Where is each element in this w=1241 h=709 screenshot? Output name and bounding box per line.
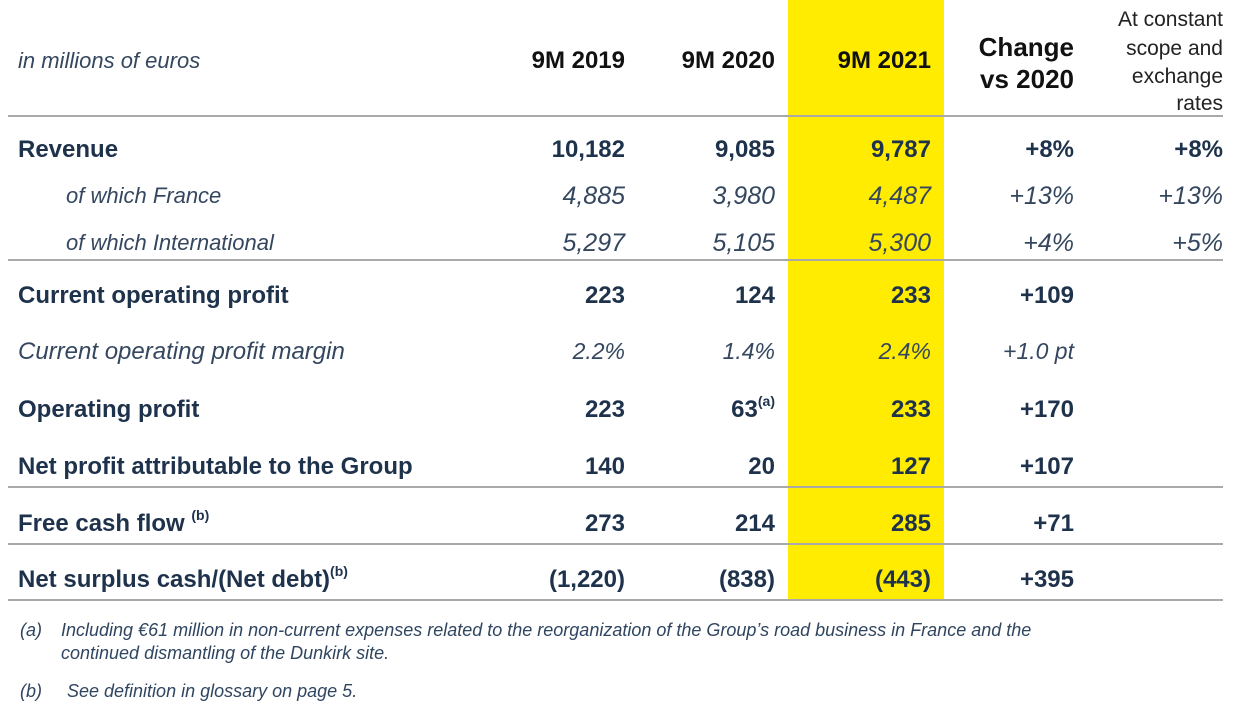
footnote-a-line2: continued dismantling of the Dunkirk sit…	[61, 643, 390, 663]
row-label-text: Net surplus cash/(Net debt)	[18, 566, 331, 593]
row-label: Net surplus cash/(Net debt)(b)	[18, 564, 348, 593]
cell-9m-2021: 285	[890, 510, 931, 537]
cell-9m-2020: (838)	[718, 566, 775, 593]
unit-label: in millions of euros	[18, 48, 201, 73]
row-label: Net profit attributable to the Group	[18, 453, 413, 480]
cell-change: +8%	[1025, 136, 1074, 163]
column-header-9m-2020: 9M 2020	[681, 47, 775, 74]
cell-9m-2021: 9,787	[870, 136, 931, 163]
cell-change: +4%	[1023, 229, 1074, 257]
cell-9m-2021: (443)	[874, 566, 931, 593]
cell-constant: +8%	[1174, 136, 1223, 163]
divider	[8, 259, 1223, 261]
cell-9m-2021: 5,300	[868, 229, 931, 257]
row-label: Revenue	[18, 136, 119, 163]
highlight-column-9m-2021	[788, 0, 944, 600]
footnote-a-marker: (a)	[20, 620, 42, 640]
row-label: Current operating profit margin	[18, 338, 345, 365]
cell-constant: +5%	[1172, 229, 1223, 257]
column-header-change-line2: vs 2020	[980, 64, 1074, 94]
row-label: of which International	[66, 230, 274, 255]
column-header-change-line1: Change	[978, 32, 1074, 62]
cell-9m-2020: 63(a)	[630, 394, 775, 423]
cell-constant: +13%	[1158, 182, 1223, 210]
cell-9m-2020: 5,105	[712, 229, 775, 257]
divider	[8, 486, 1223, 488]
column-header-constant-line1: At constant	[1117, 8, 1223, 31]
column-header-9m-2021: 9M 2021	[837, 47, 931, 74]
cell-9m-2019: (1,220)	[548, 566, 625, 593]
cell-9m-2019: 5,297	[562, 229, 625, 257]
row-label: Current operating profit	[18, 282, 289, 309]
cell-9m-2019: 223	[584, 282, 625, 309]
row-label: Free cash flow (b)	[18, 508, 209, 537]
cell-9m-2021: 4,487	[868, 182, 931, 210]
cell-value: 63	[731, 396, 758, 423]
cell-9m-2020: 124	[734, 282, 775, 309]
cell-9m-2019: 223	[584, 396, 625, 423]
cell-change: +170	[1019, 396, 1074, 423]
cell-9m-2021: 127	[890, 453, 931, 480]
cell-9m-2020: 1.4%	[722, 338, 775, 364]
footnote-ref-b: (b)	[330, 563, 348, 579]
cell-9m-2019: 10,182	[551, 136, 625, 163]
column-header-constant-line3: exchange	[1131, 65, 1223, 88]
cell-9m-2019: 4,885	[562, 182, 625, 210]
cell-change: +107	[1019, 453, 1074, 480]
footnote-a-line1: Including €61 million in non-current exp…	[61, 620, 1032, 640]
cell-9m-2020: 20	[748, 453, 775, 480]
row-label: Operating profit	[18, 396, 200, 423]
cell-9m-2019: 140	[584, 453, 625, 480]
cell-9m-2021: 2.4%	[878, 338, 931, 364]
cell-change: +109	[1019, 282, 1074, 309]
cell-9m-2020: 9,085	[714, 136, 775, 163]
row-label: of which France	[66, 183, 222, 208]
cell-9m-2020: 214	[734, 510, 775, 537]
cell-change: +71	[1033, 510, 1074, 537]
cell-change: +395	[1019, 566, 1074, 593]
cell-change: +13%	[1009, 182, 1074, 210]
divider	[8, 115, 1223, 117]
footnote-b-text: See definition in glossary on page 5.	[67, 681, 358, 701]
cell-9m-2019: 2.2%	[572, 338, 625, 364]
footnote-b-marker: (b)	[20, 681, 42, 701]
column-header-9m-2019: 9M 2019	[531, 47, 625, 74]
cell-9m-2019: 273	[584, 510, 625, 537]
divider	[8, 543, 1223, 545]
column-header-constant-line4: rates	[1176, 92, 1223, 115]
cell-9m-2021: 233	[890, 282, 931, 309]
column-header-constant-line2: scope and	[1126, 37, 1223, 60]
footnote-ref-b: (b)	[191, 507, 210, 523]
divider	[8, 599, 1223, 601]
footnote-ref-a: (a)	[757, 393, 775, 409]
cell-9m-2021: 233	[890, 396, 931, 423]
cell-9m-2020: 3,980	[712, 182, 775, 210]
row-label-text: Free cash flow	[18, 510, 192, 537]
cell-change: +1.0 pt	[1003, 338, 1074, 364]
